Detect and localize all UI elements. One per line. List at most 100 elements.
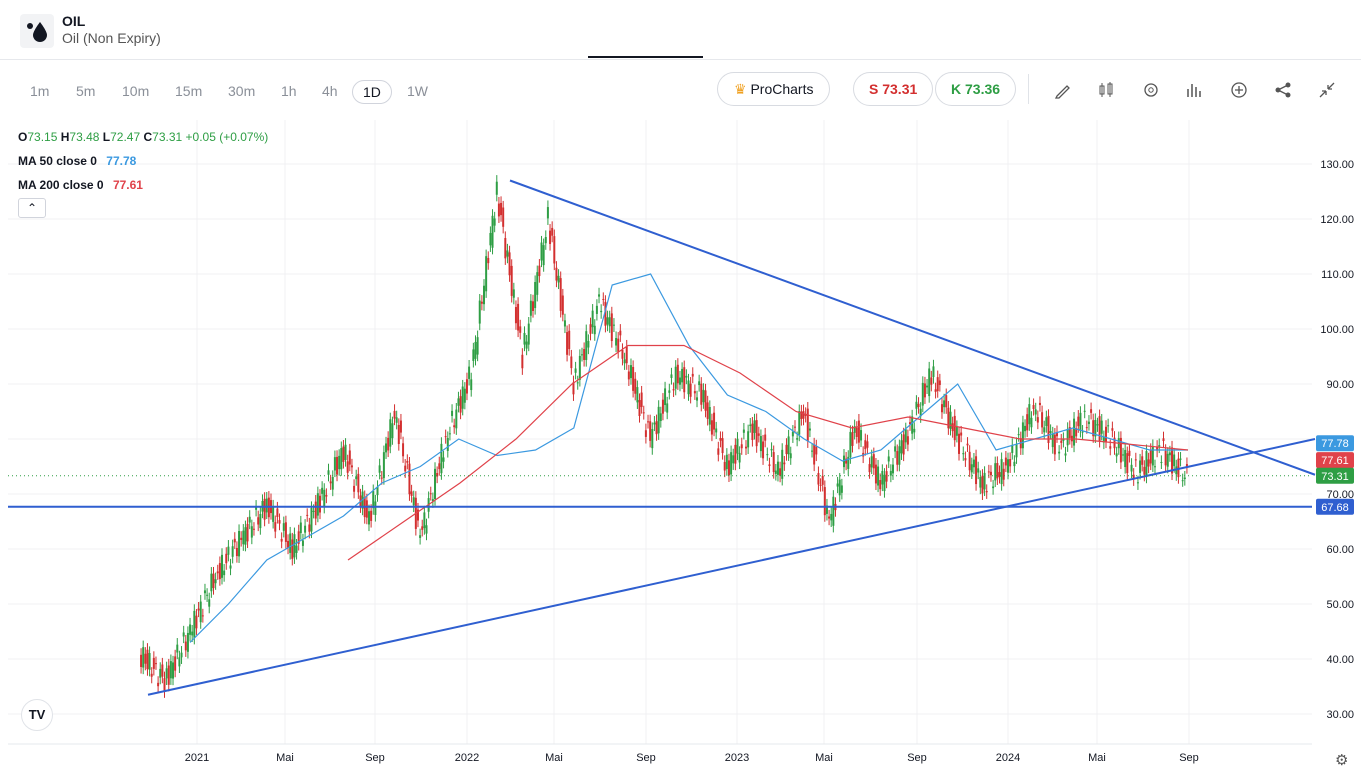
- candle-body: [621, 349, 624, 359]
- candle-body: [350, 465, 353, 468]
- timeframe-30m[interactable]: 30m: [228, 83, 256, 99]
- candle-body: [766, 454, 769, 456]
- candle-body: [668, 390, 671, 393]
- candle-body: [740, 444, 743, 449]
- candle-body: [353, 485, 356, 492]
- lower-trendline[interactable]: [147, 438, 1316, 696]
- candle-body: [832, 496, 835, 526]
- timeframe-15m[interactable]: 15m: [175, 83, 203, 99]
- candle-body: [683, 367, 686, 393]
- timeframe-5m[interactable]: 5m: [76, 83, 96, 99]
- indicators-icon[interactable]: [1185, 80, 1205, 100]
- collapse-legend-button[interactable]: ⌃: [18, 198, 46, 218]
- candle-body: [664, 388, 667, 406]
- candle-body: [768, 464, 771, 467]
- candle-body: [165, 668, 168, 679]
- procharts-button[interactable]: ♛ ProCharts: [717, 72, 831, 106]
- candle-body: [736, 438, 739, 454]
- upper-trendline[interactable]: [509, 179, 1316, 476]
- timeframe-1W[interactable]: 1W: [407, 83, 428, 99]
- candle-body: [1092, 420, 1095, 437]
- candle-body: [732, 455, 735, 464]
- candle-body: [1109, 446, 1112, 449]
- candle-body: [864, 440, 867, 450]
- candle-body: [495, 181, 498, 195]
- candles-icon[interactable]: [1097, 80, 1117, 100]
- candle-body: [604, 301, 607, 326]
- candle-body: [176, 644, 179, 653]
- candle-body: [960, 432, 963, 436]
- candle-body: [940, 404, 943, 413]
- candle-body: [574, 368, 577, 373]
- candle-body: [242, 530, 245, 545]
- candle-body: [338, 455, 341, 470]
- timeframe-1D[interactable]: 1D: [352, 80, 392, 104]
- candle-body: [779, 468, 782, 476]
- collapse-icon[interactable]: [1317, 80, 1337, 100]
- tradingview-logo[interactable]: TV: [21, 699, 53, 731]
- buy-button[interactable]: K 73.36: [935, 72, 1017, 106]
- candle-body: [1021, 422, 1024, 449]
- candle-body: [591, 310, 594, 328]
- gear-icon[interactable]: [1141, 80, 1161, 100]
- sell-button[interactable]: S 73.31: [853, 72, 934, 106]
- candle-body: [312, 510, 315, 512]
- candle-body: [448, 433, 451, 435]
- candle-body: [1171, 447, 1174, 474]
- candle-body: [389, 419, 392, 447]
- candle-body: [802, 411, 805, 419]
- candle-body: [874, 464, 877, 484]
- candle-body: [877, 466, 880, 486]
- candle-body: [233, 538, 236, 543]
- candle-body: [289, 533, 292, 553]
- candle-body: [1177, 458, 1180, 478]
- candle-body: [915, 401, 918, 409]
- candle-body: [691, 373, 694, 377]
- chart-settings-icon[interactable]: ⚙: [1335, 752, 1349, 769]
- candle-body: [811, 450, 814, 452]
- crown-icon: ♛: [734, 81, 747, 97]
- candle-body: [889, 470, 892, 476]
- timeframe-1h[interactable]: 1h: [281, 83, 297, 99]
- candle-body: [529, 300, 532, 316]
- ma50-legend[interactable]: MA 50 close 0 77.78: [18, 154, 136, 168]
- candle-body: [855, 427, 858, 437]
- candle-body: [821, 475, 824, 485]
- candle-body: [781, 449, 784, 479]
- plus-icon[interactable]: [1229, 80, 1249, 100]
- candle-body: [955, 427, 958, 436]
- draw-icon[interactable]: [1053, 80, 1073, 100]
- candle-body: [514, 307, 517, 324]
- candle-body: [627, 371, 630, 380]
- high-value: 73.48: [69, 130, 100, 144]
- timeframe-1m[interactable]: 1m: [30, 83, 50, 99]
- price-chart[interactable]: 130.00120.00110.00100.0090.0080.0070.006…: [0, 120, 1361, 770]
- candle-body: [713, 412, 716, 430]
- timeframe-10m[interactable]: 10m: [122, 83, 150, 99]
- candle-body: [148, 653, 151, 670]
- candle-body: [887, 456, 890, 462]
- ma200-legend[interactable]: MA 200 close 0 77.61: [18, 178, 143, 192]
- candle-body: [1060, 440, 1063, 443]
- candle-body: [1160, 461, 1163, 463]
- candle-body: [1145, 451, 1148, 477]
- candle-body: [487, 257, 490, 264]
- candle-body: [706, 402, 709, 419]
- price-label-text: 67.68: [1321, 502, 1349, 514]
- candle-body: [958, 433, 961, 454]
- candle-body: [730, 452, 733, 475]
- candle-body: [745, 446, 748, 449]
- candle-body: [463, 388, 466, 403]
- candle-body: [1126, 453, 1129, 474]
- candle-body: [785, 444, 788, 455]
- symbol-name: OIL: [62, 13, 86, 29]
- candle-body: [316, 493, 319, 516]
- candle-body: [840, 485, 843, 493]
- candle-body: [872, 454, 875, 469]
- candle-body: [199, 601, 202, 623]
- candle-body: [938, 380, 941, 385]
- timeframe-4h[interactable]: 4h: [322, 83, 338, 99]
- candle-body: [747, 431, 750, 448]
- share-icon[interactable]: [1273, 80, 1293, 100]
- candle-body: [1000, 459, 1003, 485]
